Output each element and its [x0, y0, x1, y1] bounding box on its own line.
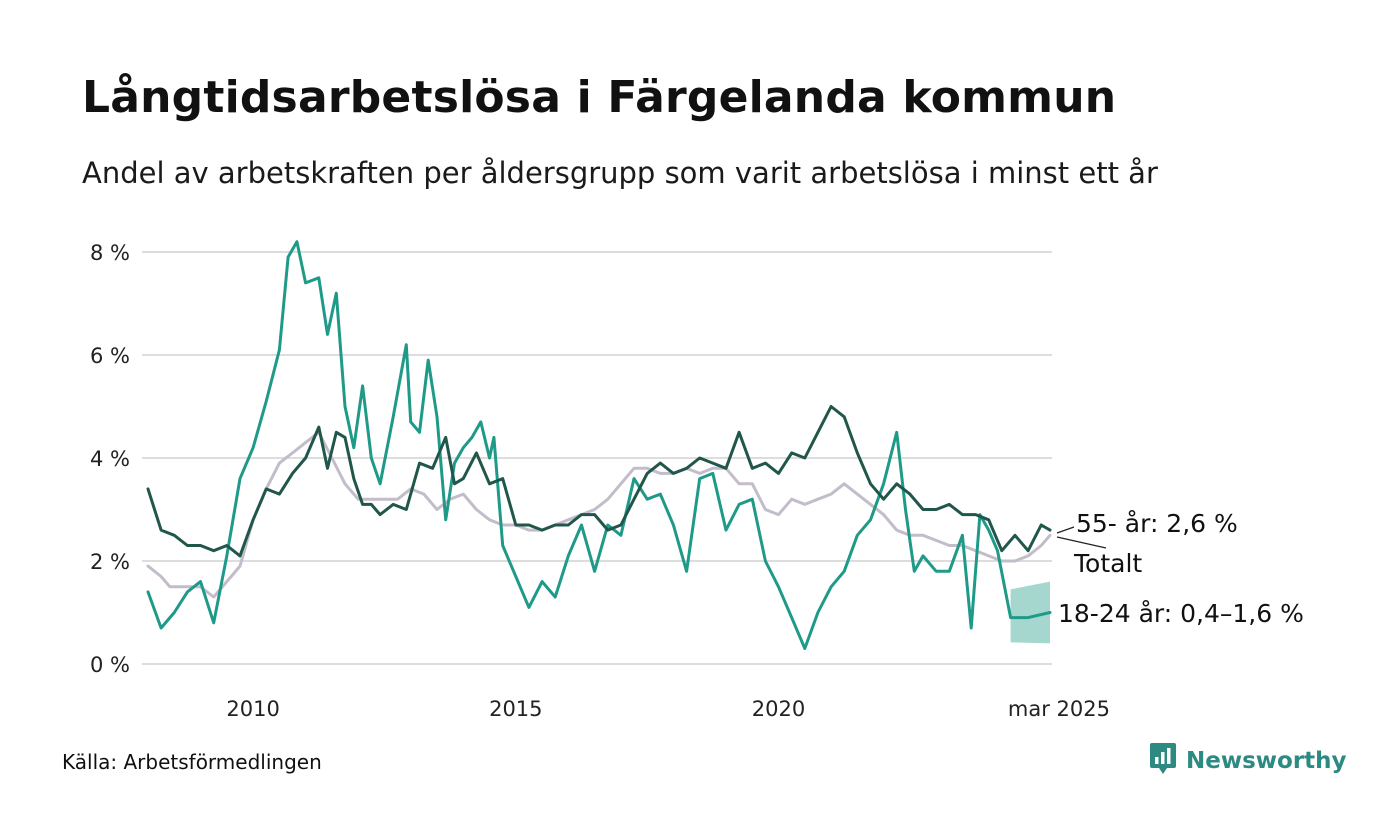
- y-tick-label: 2 %: [90, 550, 130, 574]
- label-leader-line: [1056, 526, 1075, 534]
- source-note: Källa: Arbetsförmedlingen: [62, 750, 322, 774]
- y-tick-label: 4 %: [90, 447, 130, 471]
- gridlines: [142, 251, 1052, 665]
- chart-subtitle: Andel av arbetskraften per åldersgrupp s…: [82, 156, 1158, 190]
- x-tick-label: 2015: [489, 697, 542, 721]
- series-line-total: [146, 430, 1052, 599]
- y-tick-label: 0 %: [90, 653, 130, 677]
- label-leader-line: [1056, 536, 1107, 549]
- y-axis-ticks: 0 % 2 % 4 % 6 % 8 %: [90, 241, 130, 677]
- line-end-labels: 55- år: 2,6 % Totalt 18-24 år: 0,4–1,6 %: [1056, 509, 1304, 628]
- series-end-label-age55: 55- år: 2,6 %: [1076, 509, 1238, 538]
- x-tick-label: 2020: [752, 697, 805, 721]
- line-chart: 0 % 2 % 4 % 6 % 8 % 2010 2015 2020 mar 2025 55-…: [90, 240, 1304, 721]
- x-tick-label: 2010: [226, 697, 279, 721]
- brand-name: Newsworthy: [1186, 748, 1347, 774]
- estimate-band-age18_24: [1010, 581, 1050, 644]
- x-axis-ticks: 2010 2015 2020 mar 2025: [226, 697, 1110, 721]
- x-tick-label: mar 2025: [1008, 697, 1110, 721]
- series-line-age18_24: [146, 240, 1052, 650]
- series-lines: [146, 240, 1052, 650]
- series-end-label-total: Totalt: [1073, 549, 1142, 578]
- bar-chart-speech-bubble-icon: [1148, 742, 1178, 780]
- y-tick-label: 6 %: [90, 344, 130, 368]
- brand-logo: Newsworthy: [1148, 742, 1347, 780]
- chart-title: Långtidsarbetslösa i Färgelanda kommun: [82, 72, 1117, 123]
- estimate-bands: [1010, 581, 1050, 644]
- series-line-age55: [146, 405, 1052, 558]
- y-tick-label: 8 %: [90, 241, 130, 265]
- series-end-label-age18_24: 18-24 år: 0,4–1,6 %: [1058, 599, 1304, 628]
